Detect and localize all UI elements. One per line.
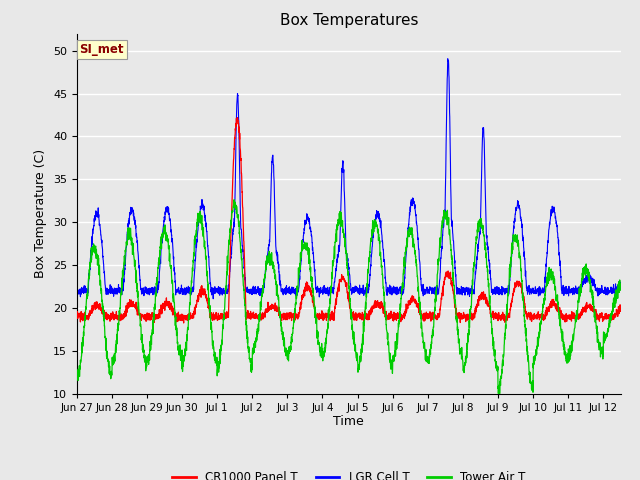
Y-axis label: Box Temperature (C): Box Temperature (C) <box>35 149 47 278</box>
Legend: CR1000 Panel T, LGR Cell T, Tower Air T: CR1000 Panel T, LGR Cell T, Tower Air T <box>168 466 530 480</box>
Text: SI_met: SI_met <box>79 43 124 56</box>
Title: Box Temperatures: Box Temperatures <box>280 13 418 28</box>
X-axis label: Time: Time <box>333 415 364 429</box>
